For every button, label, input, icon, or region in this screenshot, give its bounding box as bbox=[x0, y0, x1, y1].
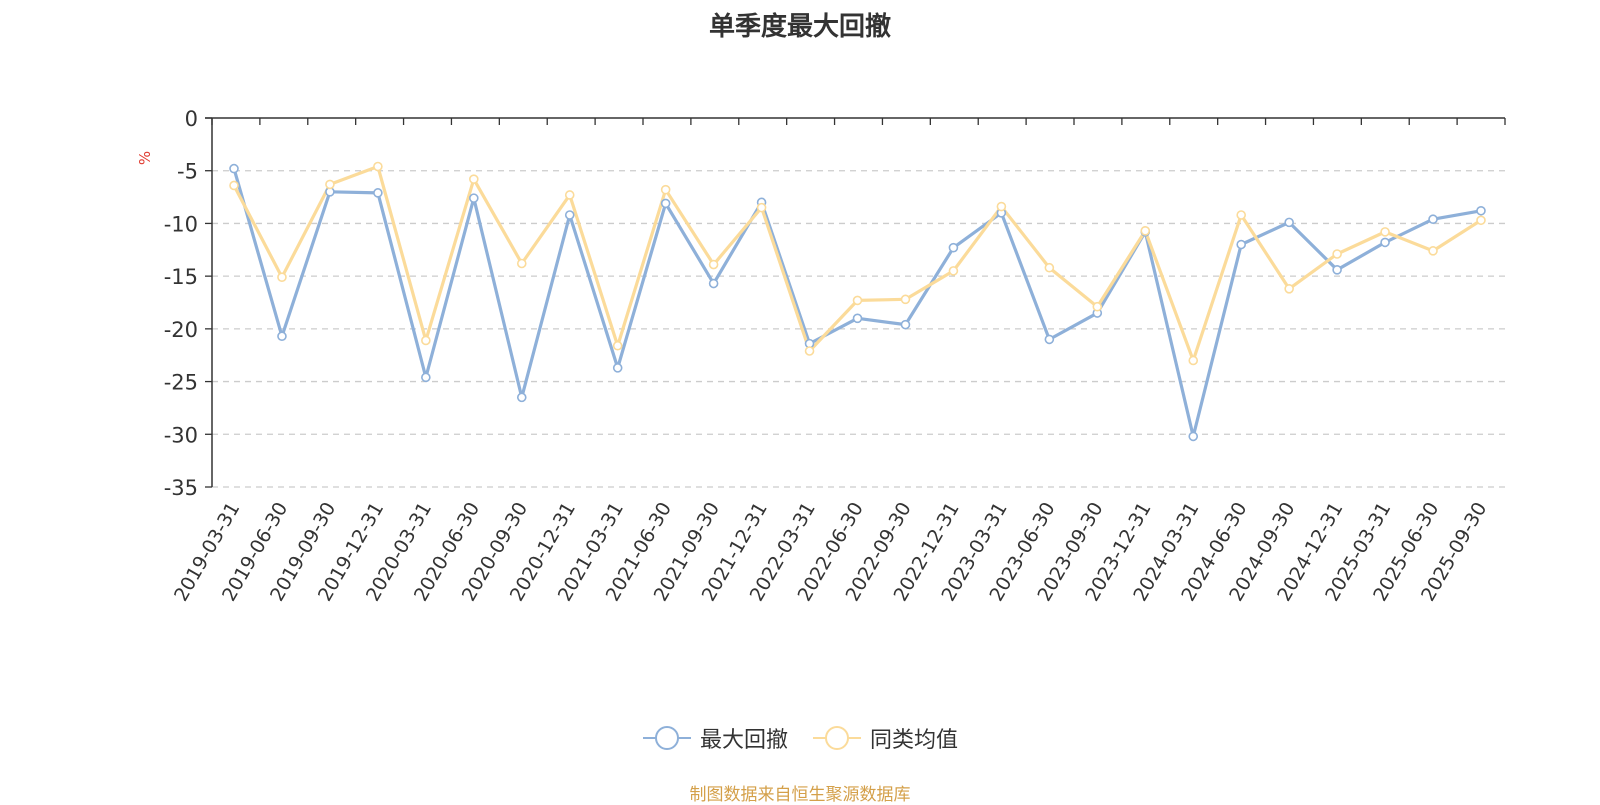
data-point bbox=[1380, 237, 1390, 248]
data-point bbox=[1140, 226, 1151, 236]
legend-line-circle-icon bbox=[813, 726, 861, 750]
data-point bbox=[1044, 262, 1055, 273]
data-point bbox=[1428, 214, 1438, 225]
legend: 最大回撤 同类均值 bbox=[0, 722, 1600, 754]
y-tick-label: -20 bbox=[164, 318, 198, 342]
legend-line-circle-icon bbox=[642, 726, 691, 750]
data-point bbox=[1380, 227, 1390, 237]
data-point bbox=[421, 335, 431, 346]
data-point bbox=[852, 295, 863, 306]
data-point bbox=[900, 294, 911, 305]
data-point bbox=[1284, 217, 1294, 228]
data-point bbox=[1476, 215, 1486, 226]
data-point bbox=[756, 202, 767, 213]
data-point bbox=[948, 266, 959, 276]
y-tick-label: -5 bbox=[177, 160, 198, 184]
data-point bbox=[660, 198, 671, 209]
data-point bbox=[804, 346, 815, 356]
data-point bbox=[1236, 239, 1246, 250]
data-point bbox=[612, 340, 623, 351]
data-point bbox=[516, 392, 527, 403]
legend-label: 最大回撤 bbox=[699, 728, 788, 753]
data-point bbox=[1188, 355, 1199, 366]
legend-item[interactable]: 最大回撤 bbox=[642, 722, 788, 754]
data-point bbox=[1332, 265, 1342, 275]
data-point bbox=[708, 278, 719, 289]
series-line bbox=[232, 164, 1482, 363]
data-point bbox=[373, 188, 383, 198]
data-point bbox=[229, 163, 239, 174]
data-point bbox=[612, 363, 623, 373]
data-point bbox=[1092, 301, 1103, 312]
data-point bbox=[1476, 205, 1486, 216]
chart-title: 单季度最大回撤 bbox=[708, 12, 891, 42]
y-tick-label: -30 bbox=[164, 423, 198, 447]
y-tick-label: -15 bbox=[164, 265, 198, 289]
data-point bbox=[660, 184, 671, 195]
data-point bbox=[1428, 246, 1438, 256]
data-point bbox=[516, 258, 527, 269]
data-point bbox=[373, 161, 383, 172]
data-point bbox=[1044, 334, 1055, 345]
legend-label: 同类均值 bbox=[870, 728, 959, 753]
data-point bbox=[1332, 249, 1342, 259]
y-tick-label: -25 bbox=[164, 371, 198, 395]
data-point bbox=[900, 319, 911, 330]
data-point bbox=[852, 313, 863, 324]
data-point bbox=[229, 180, 239, 191]
data-point bbox=[421, 372, 431, 383]
data-point bbox=[277, 272, 287, 282]
data-point bbox=[469, 174, 479, 184]
legend-item[interactable]: 同类均值 bbox=[812, 722, 958, 754]
data-point bbox=[564, 190, 575, 200]
y-tick-label: 0 bbox=[185, 107, 198, 131]
data-point bbox=[1188, 431, 1199, 442]
data-source-note: 制图数据来自恒生聚源数据库 bbox=[689, 785, 911, 805]
data-point bbox=[948, 242, 959, 253]
data-point bbox=[564, 210, 575, 220]
y-axis-unit-label: % bbox=[136, 151, 154, 165]
data-point bbox=[1236, 210, 1246, 220]
y-tick-label: -10 bbox=[164, 212, 198, 236]
data-point bbox=[277, 331, 287, 342]
data-point bbox=[325, 179, 335, 190]
data-point bbox=[1284, 283, 1294, 294]
data-point bbox=[996, 201, 1007, 212]
y-tick-label: -35 bbox=[164, 476, 198, 500]
data-point bbox=[469, 193, 479, 203]
data-point bbox=[708, 259, 719, 270]
